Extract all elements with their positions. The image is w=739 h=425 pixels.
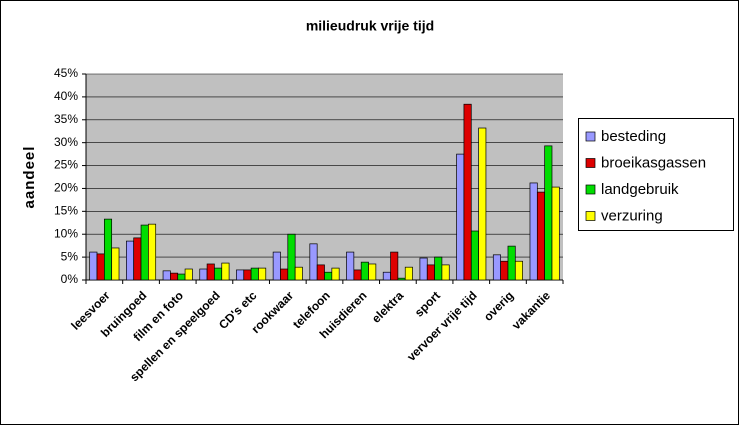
y-tick-label: 15% bbox=[54, 204, 78, 218]
bar bbox=[441, 264, 450, 281]
bar bbox=[287, 233, 296, 281]
bar bbox=[272, 251, 281, 281]
legend-swatch bbox=[585, 131, 596, 142]
bar bbox=[514, 260, 523, 281]
bar bbox=[96, 253, 105, 281]
bar bbox=[434, 256, 443, 281]
bar bbox=[368, 263, 377, 281]
y-tick-label: 30% bbox=[54, 135, 78, 149]
bar bbox=[544, 145, 553, 281]
bar bbox=[478, 127, 487, 281]
y-tick-label: 40% bbox=[54, 89, 78, 103]
bar bbox=[419, 257, 428, 281]
bar bbox=[184, 268, 193, 281]
y-tick-label: 0% bbox=[61, 272, 79, 286]
bar bbox=[397, 277, 406, 281]
legend-label: broeikasgassen bbox=[601, 154, 706, 171]
legend-label: landgebruik bbox=[601, 181, 679, 198]
bar bbox=[162, 270, 171, 281]
bar bbox=[360, 261, 369, 281]
bar bbox=[382, 271, 391, 281]
legend-swatch bbox=[585, 211, 596, 221]
bar bbox=[492, 254, 501, 281]
bar bbox=[390, 251, 399, 281]
legend-swatch bbox=[585, 158, 596, 168]
y-tick-label: 25% bbox=[54, 158, 78, 172]
bar bbox=[324, 271, 333, 281]
legend-swatch bbox=[585, 184, 596, 195]
bar bbox=[103, 218, 113, 281]
y-tick-label: 45% bbox=[54, 66, 78, 80]
bar bbox=[236, 269, 245, 281]
y-axis-label: aandeel bbox=[21, 146, 38, 209]
bar bbox=[133, 237, 142, 281]
bar bbox=[177, 273, 186, 281]
bar bbox=[500, 260, 509, 281]
bar bbox=[353, 269, 362, 281]
bar bbox=[258, 267, 267, 281]
legend bbox=[578, 118, 734, 231]
bar bbox=[206, 263, 215, 281]
bar bbox=[551, 186, 560, 281]
bar bbox=[199, 268, 208, 281]
bar bbox=[456, 153, 465, 281]
bar bbox=[346, 251, 355, 281]
y-tick-label: 35% bbox=[54, 112, 78, 126]
bar bbox=[294, 266, 303, 281]
bar bbox=[331, 267, 340, 281]
bar bbox=[507, 245, 516, 281]
y-tick-label: 5% bbox=[61, 249, 79, 263]
legend-label: besteding bbox=[601, 128, 666, 145]
bar bbox=[536, 191, 546, 281]
bar bbox=[140, 224, 149, 281]
bar bbox=[529, 182, 538, 281]
bar bbox=[426, 264, 435, 281]
bar bbox=[214, 267, 223, 281]
y-tick-label: 10% bbox=[54, 226, 78, 240]
bar bbox=[309, 243, 318, 281]
bar bbox=[89, 251, 98, 281]
plot-area bbox=[86, 74, 563, 280]
bar bbox=[250, 267, 259, 281]
legend-label: verzuring bbox=[601, 207, 663, 224]
y-tick-label: 20% bbox=[54, 181, 78, 195]
bar bbox=[221, 262, 230, 281]
bar bbox=[404, 266, 413, 281]
bar bbox=[243, 269, 252, 281]
bar bbox=[463, 103, 472, 281]
bar bbox=[126, 240, 135, 281]
bar bbox=[316, 264, 325, 281]
bar bbox=[170, 272, 179, 281]
bar bbox=[470, 230, 479, 281]
bar bbox=[280, 268, 289, 281]
chart-title: milieudruk vrije tijd bbox=[306, 18, 434, 34]
bar bbox=[111, 247, 120, 281]
bar bbox=[148, 223, 157, 281]
